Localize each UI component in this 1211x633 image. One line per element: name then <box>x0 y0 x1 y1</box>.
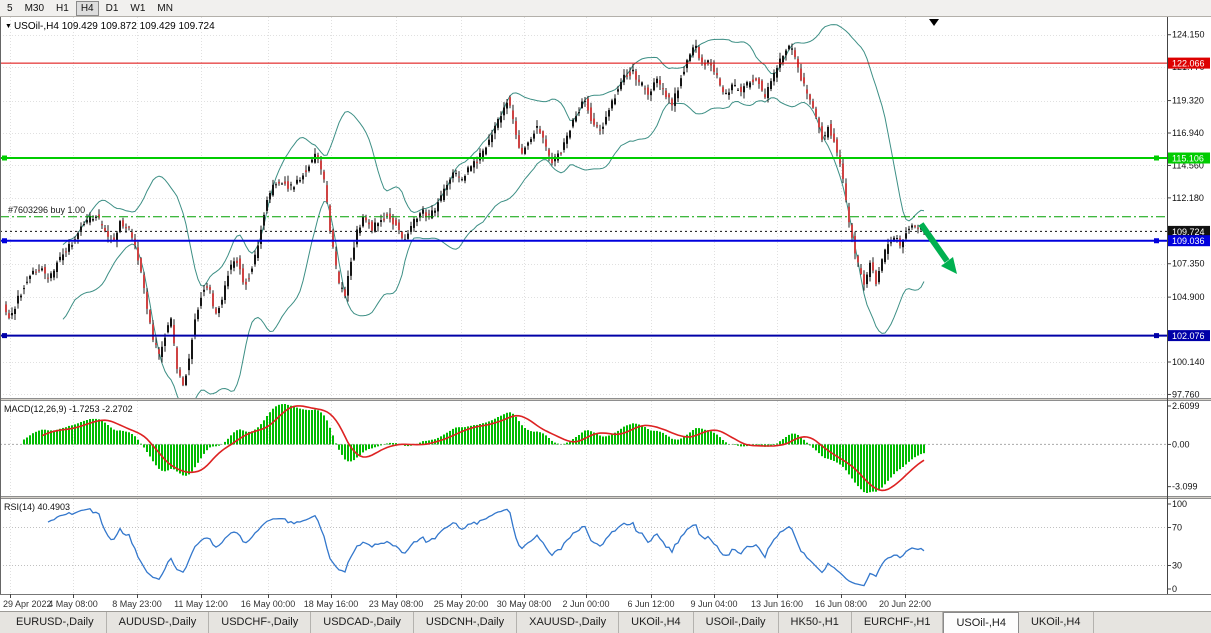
price-badge <box>1168 152 1210 164</box>
timeframe-toolbar: 5 M30 H1 H4 D1 W1 MN <box>0 0 1211 17</box>
tab-audusd-daily[interactable]: AUDUSD-,Daily <box>106 612 210 633</box>
svg-text:16 Jun 08:00: 16 Jun 08:00 <box>815 599 867 609</box>
svg-text:70: 70 <box>1172 523 1182 533</box>
svg-text:122.066: 122.066 <box>1172 59 1205 69</box>
macd-signal-line <box>41 405 925 492</box>
tab-usoil-daily[interactable]: USOil-,Daily <box>693 612 779 633</box>
rsi-line <box>47 507 925 587</box>
svg-text:-3.099: -3.099 <box>1172 482 1198 492</box>
svg-text:115.106: 115.106 <box>1172 154 1204 164</box>
price-badge <box>1168 235 1210 247</box>
price-badge <box>1168 57 1210 69</box>
svg-text:114.560: 114.560 <box>1172 160 1204 170</box>
svg-text:119.320: 119.320 <box>1172 96 1204 106</box>
svg-text:116.940: 116.940 <box>1172 128 1204 138</box>
svg-text:109.724: 109.724 <box>1172 227 1205 237</box>
tab-usdcnh-daily[interactable]: USDCNH-,Daily <box>413 612 518 633</box>
panel-separator[interactable] <box>0 398 1211 401</box>
svg-text:2 Jun 00:00: 2 Jun 00:00 <box>562 599 609 609</box>
svg-text:25 May 20:00: 25 May 20:00 <box>434 599 489 609</box>
svg-text:0: 0 <box>1172 584 1177 594</box>
timeframe-button-d1[interactable]: D1 <box>105 2 119 14</box>
svg-text:11 May 12:00: 11 May 12:00 <box>174 599 228 609</box>
price-badge <box>1168 330 1210 342</box>
horizontal-level-lines[interactable] <box>0 62 1167 339</box>
svg-text:0.00: 0.00 <box>1172 439 1190 449</box>
tab-eurchf-h1[interactable]: EURCHF-,H1 <box>851 612 944 633</box>
svg-text:124.150: 124.150 <box>1172 30 1205 40</box>
price-badge <box>1168 225 1210 237</box>
timeframe-button-h4[interactable]: H4 <box>75 0 99 16</box>
svg-text:112.180: 112.180 <box>1172 193 1204 203</box>
macd-histogram <box>23 404 925 493</box>
timeframe-button-mn[interactable]: MN <box>157 2 173 14</box>
svg-text:13 Jun 16:00: 13 Jun 16:00 <box>751 599 803 609</box>
tab-usdchf-daily[interactable]: USDCHF-,Daily <box>209 612 312 633</box>
timeframe-button-w1[interactable]: W1 <box>130 2 146 14</box>
svg-text:8 May 23:00: 8 May 23:00 <box>112 599 162 609</box>
svg-text:20 Jun 22:00: 20 Jun 22:00 <box>879 599 931 609</box>
tab-hk50-h1[interactable]: HK50-,H1 <box>778 612 852 633</box>
timeframe-button-h1[interactable]: H1 <box>56 2 69 14</box>
svg-text:9 Jun 04:00: 9 Jun 04:00 <box>690 599 737 609</box>
tab-ukoil-h4[interactable]: UKOil-,H4 <box>619 612 694 633</box>
svg-text:4 May 08:00: 4 May 08:00 <box>48 599 98 609</box>
tab-xauusd-daily[interactable]: XAUUSD-,Daily <box>517 612 620 633</box>
tab-ukoil-h4[interactable]: UKOil-,H4 <box>1018 612 1094 633</box>
svg-text:18 May 16:00: 18 May 16:00 <box>304 599 359 609</box>
price-axis[interactable]: 124.150121.770119.320116.940114.560112.1… <box>1167 17 1211 594</box>
chart-shift-marker-icon[interactable] <box>929 19 939 26</box>
candles-layer <box>5 39 925 387</box>
trend-arrow-annotation[interactable] <box>918 222 957 274</box>
svg-text:100: 100 <box>1172 499 1187 509</box>
tab-usdcad-daily[interactable]: USDCAD-,Daily <box>311 612 414 633</box>
timeframe-button-5[interactable]: 5 <box>7 2 13 14</box>
timeframe-button-m30[interactable]: M30 <box>24 2 45 14</box>
svg-text:16 May 00:00: 16 May 00:00 <box>241 599 296 609</box>
svg-text:29 Apr 2022: 29 Apr 2022 <box>3 599 52 609</box>
svg-text:104.900: 104.900 <box>1172 292 1205 302</box>
tab-usoil-h4[interactable]: USOil-,H4 <box>943 612 1019 633</box>
svg-text:102.076: 102.076 <box>1172 331 1205 341</box>
svg-text:2.6099: 2.6099 <box>1172 401 1200 411</box>
svg-text:23 May 08:00: 23 May 08:00 <box>369 599 424 609</box>
svg-text:6 Jun 12:00: 6 Jun 12:00 <box>627 599 674 609</box>
svg-text:30 May 08:00: 30 May 08:00 <box>497 599 552 609</box>
svg-text:109.036: 109.036 <box>1172 236 1205 246</box>
chart-tabs-bar: EURUSD-,Daily AUDUSD-,Daily USDCHF-,Daily U… <box>0 611 1211 633</box>
tab-eurusd-daily[interactable]: EURUSD-,Daily <box>4 612 107 633</box>
svg-text:100.140: 100.140 <box>1172 357 1205 367</box>
svg-text:30: 30 <box>1172 561 1182 571</box>
svg-text:97.760: 97.760 <box>1172 390 1200 400</box>
svg-text:107.350: 107.350 <box>1172 259 1205 269</box>
grid-lines <box>0 17 1167 594</box>
panel-separator[interactable] <box>0 496 1211 499</box>
